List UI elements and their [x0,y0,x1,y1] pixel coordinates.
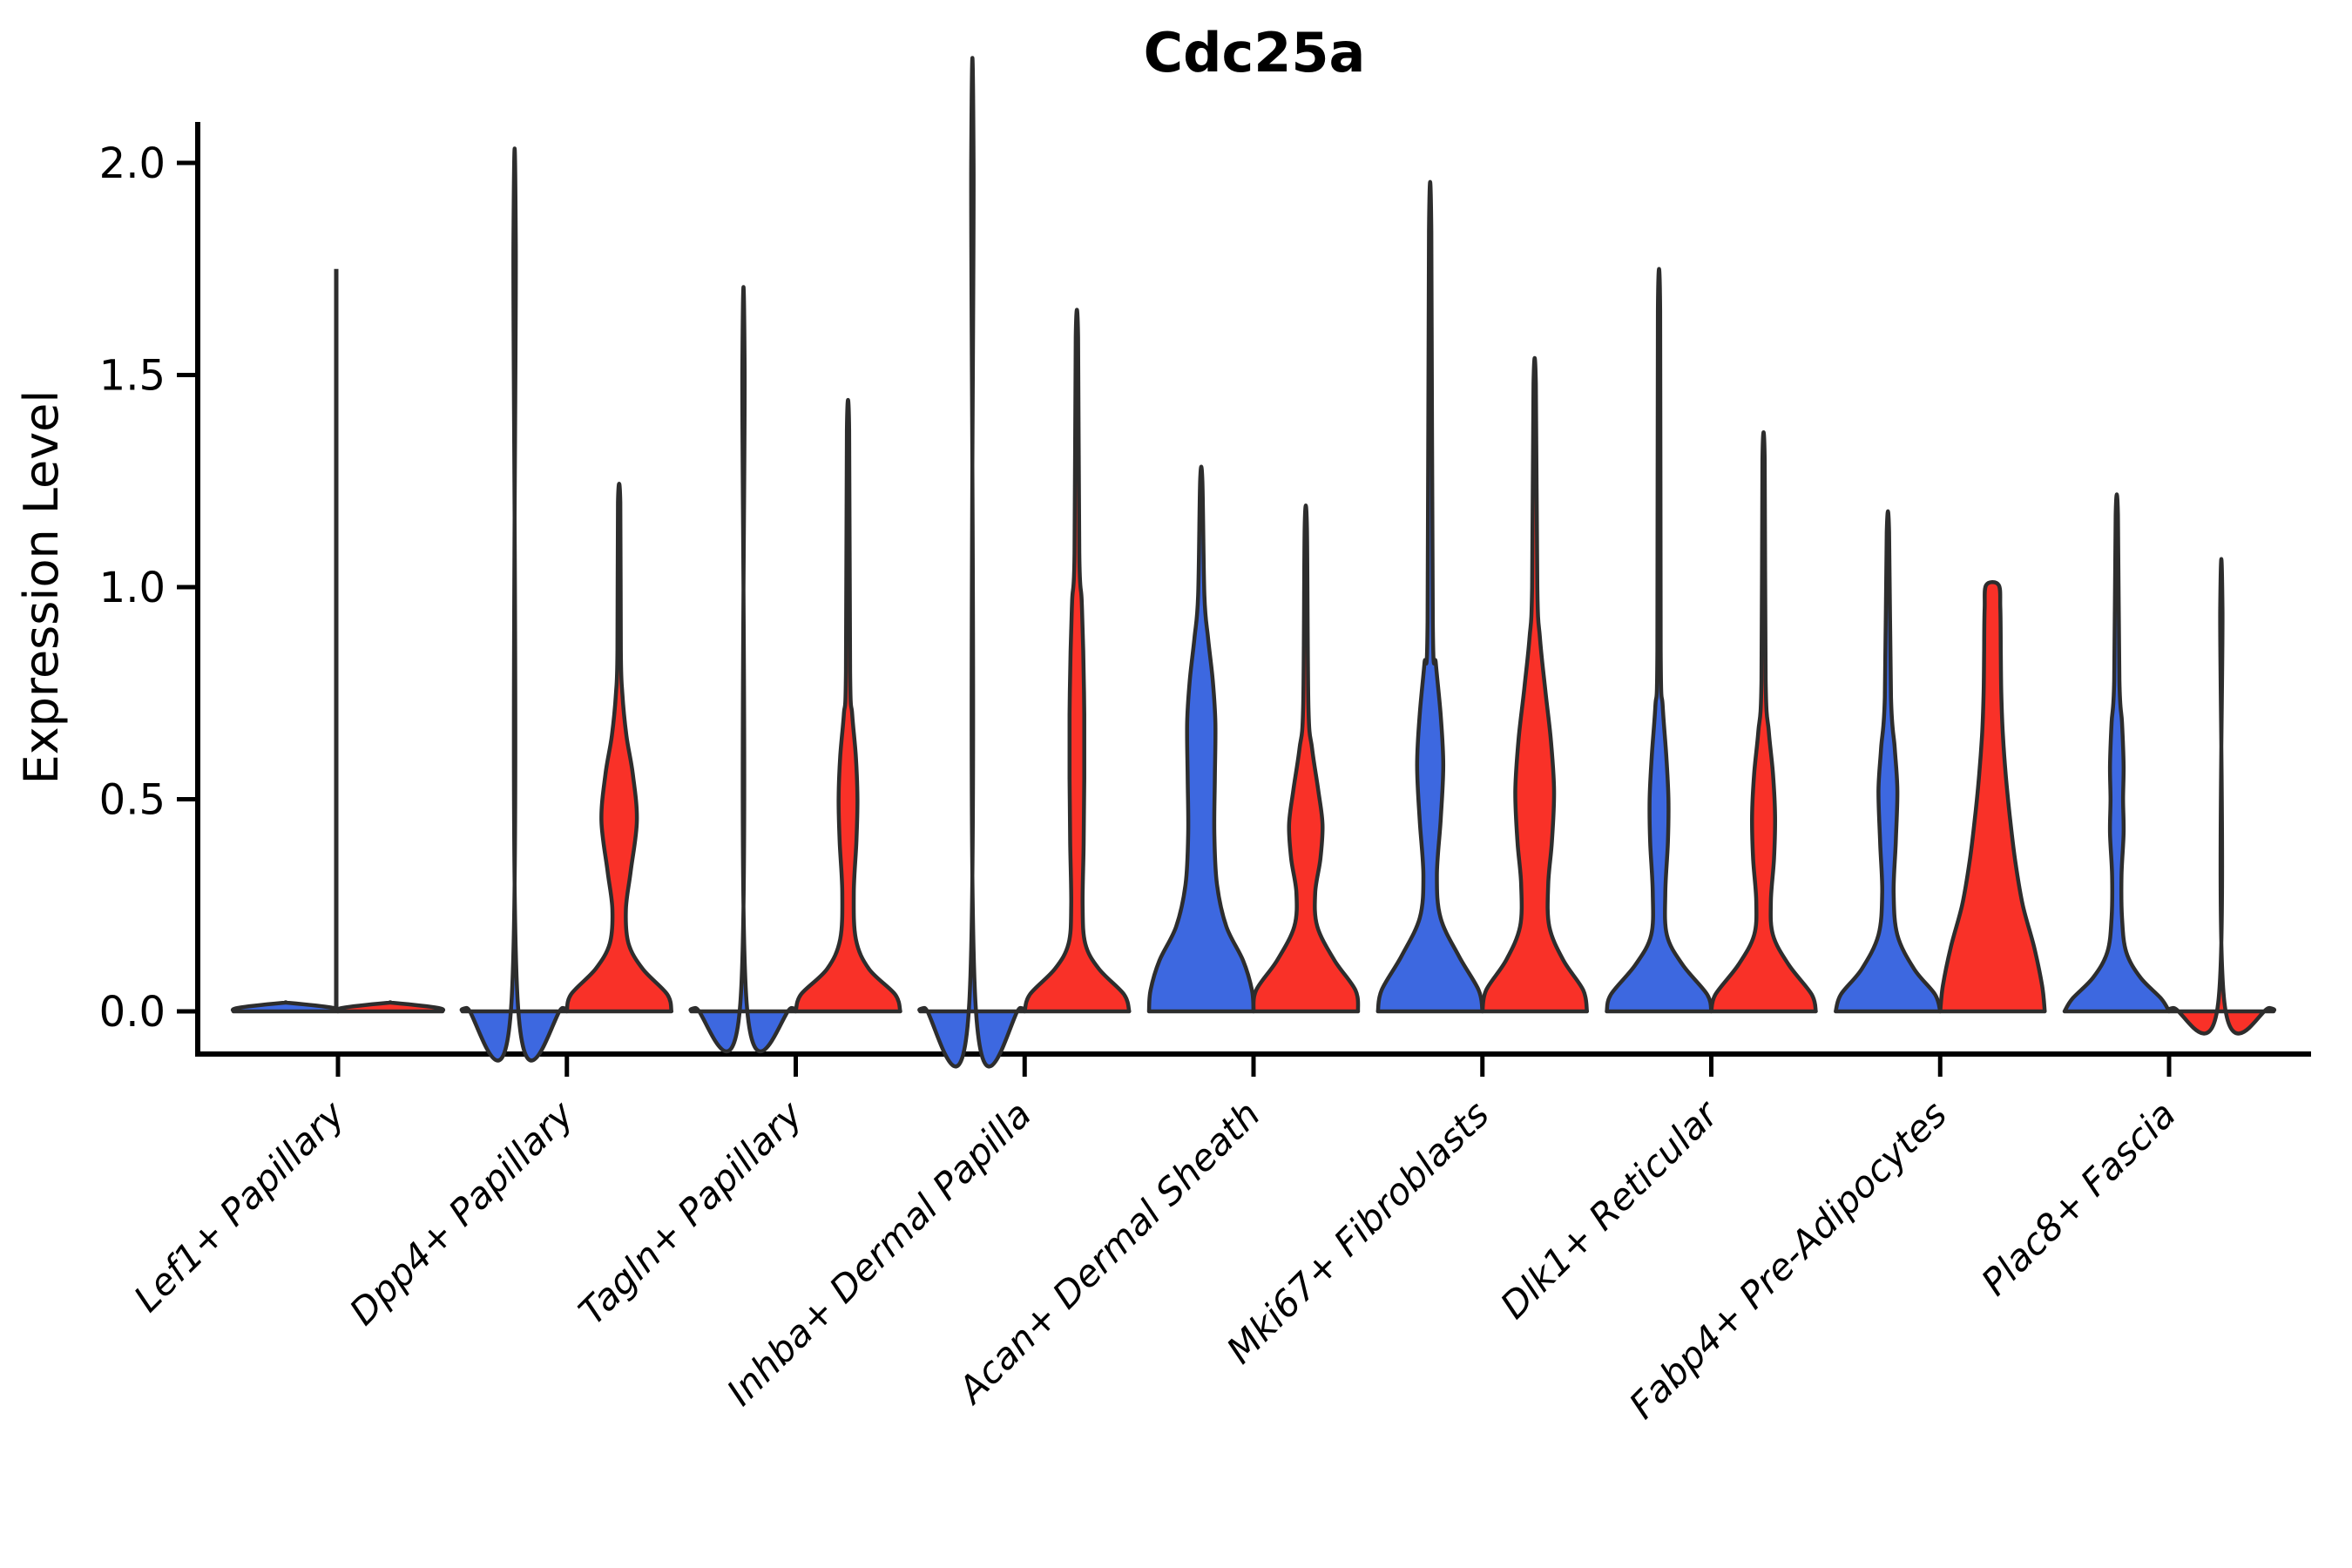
y-tick-label: 0.5 [99,776,166,825]
y-axis-ticks: 0.0 0.5 1.0 1.5 2.0 [99,139,197,1037]
axes-spines [195,122,2311,1057]
violin-blue [459,146,570,1063]
violin-group-4 [917,56,1132,1069]
violin-group-3 [688,285,902,1053]
violin-blue [230,1000,341,1014]
violin-blue [688,285,799,1053]
x-tick-label: Lef1+ Papillary [125,1092,354,1321]
violin-blue [1605,267,1713,1014]
x-tick-label: Dlk1+ Reticular [1492,1091,1728,1327]
violin-red [1709,430,1818,1014]
violin-group-2 [459,146,674,1063]
violin-group-7 [1605,267,1818,1014]
violin-blue [1146,464,1256,1014]
violin-group-9 [2062,492,2277,1036]
violin-red [1480,356,1590,1014]
violin-red [335,1000,446,1014]
x-tick-label: Dpp4+ Papillary [341,1092,583,1334]
x-tick-label: Mki67+ Fibroblasts [1219,1092,1497,1371]
violin-blue [2062,492,2172,1014]
violin-group-6 [1375,179,1590,1014]
violin-red [794,397,902,1014]
violins-layer [230,56,2277,1069]
violin-blue [917,56,1028,1069]
y-tick-label: 2.0 [99,139,166,188]
violin-group-1 [230,268,446,1014]
violin-group-5 [1146,464,1361,1014]
violin-group-8 [1834,509,2047,1014]
violin-red [564,482,674,1014]
violin-red [2166,557,2277,1036]
y-tick-label: 0.0 [99,988,166,1037]
y-axis-label: Expression Level [14,390,69,785]
violin-blue [1375,179,1485,1014]
y-tick-label: 1.0 [99,564,166,612]
violin-red [1938,579,2047,1014]
chart-title: Cdc25a [1144,21,1366,84]
x-tick-label: Tagln+ Papillary [571,1092,812,1334]
violin-red [1251,504,1361,1014]
y-tick-label: 1.5 [99,352,166,401]
x-tick-label: Plac8+ Fascia [1973,1092,2184,1303]
violin-blue [1834,509,1943,1014]
violin-red [1023,308,1132,1014]
